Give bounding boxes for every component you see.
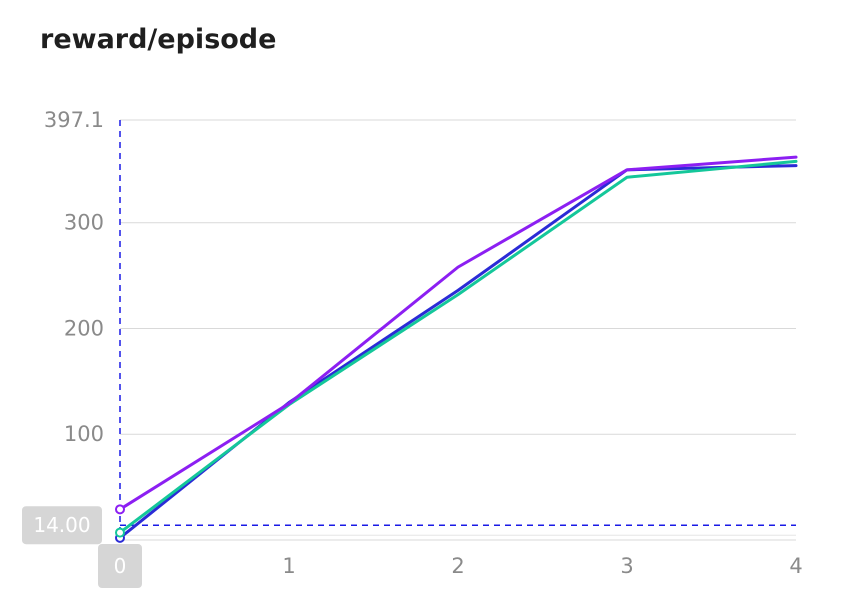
x-tick-label: 2 <box>451 554 464 578</box>
x-tick-label: 1 <box>282 554 295 578</box>
y-tick-label: 397.1 <box>44 108 104 132</box>
y-axis-ticks: 100 200 300 397.1 <box>44 108 104 446</box>
x-tick-label: 4 <box>789 554 802 578</box>
series-line-2[interactable] <box>118 159 798 535</box>
y-tick-label: 100 <box>64 422 104 446</box>
y-crosshair-value: 14.00 <box>33 513 90 537</box>
hover-markers <box>115 504 125 543</box>
crosshair-badges: 14.00 0 <box>22 506 142 588</box>
grid-lines <box>120 119 796 541</box>
series-lines <box>118 155 798 540</box>
crosshair <box>119 120 796 540</box>
x-crosshair-badge <box>98 544 142 588</box>
series-marker-3 <box>115 504 125 515</box>
y-crosshair-badge <box>22 506 102 545</box>
y-tick-label: 200 <box>64 316 104 340</box>
series-line-1[interactable] <box>118 164 798 540</box>
x-crosshair-value: 0 <box>114 554 127 578</box>
series-marker-2 <box>115 527 125 538</box>
x-axis-ticks: 1 2 3 4 <box>282 554 802 578</box>
y-tick-label: 300 <box>64 211 104 235</box>
chart-title: reward/episode <box>40 24 277 55</box>
series-line-3[interactable] <box>118 155 798 511</box>
x-tick-label: 3 <box>620 554 633 578</box>
